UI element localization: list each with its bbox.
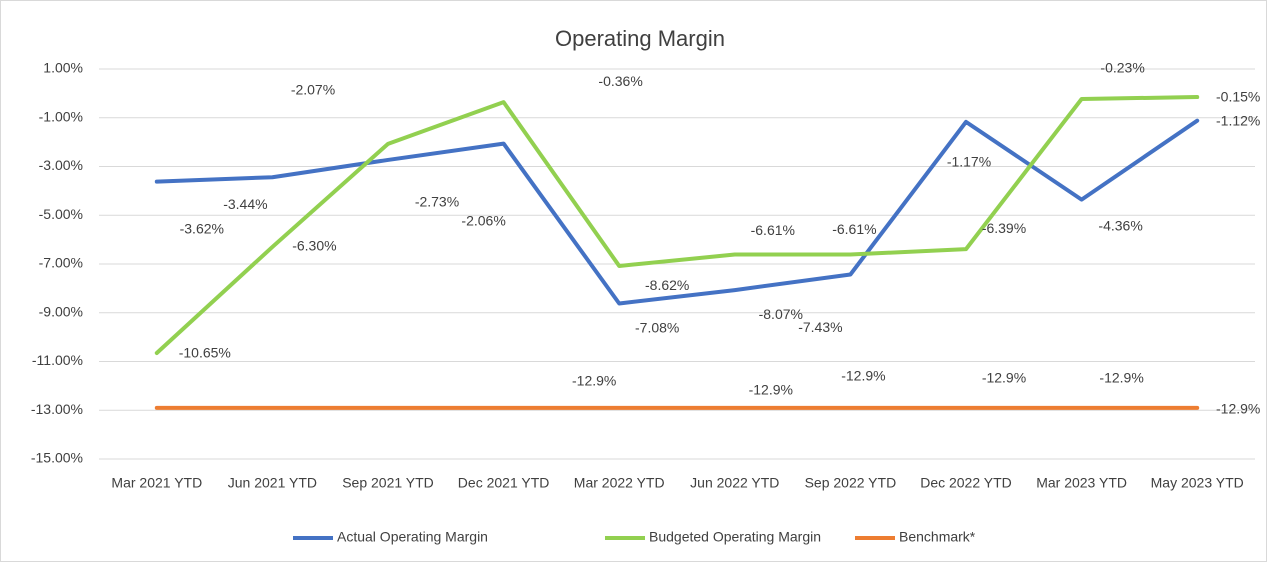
data-label: -10.65% — [179, 345, 231, 361]
y-tick-label: -7.00% — [39, 255, 83, 271]
y-tick-label: 1.00% — [43, 60, 83, 76]
data-label: -6.30% — [292, 238, 336, 254]
data-label: -6.61% — [751, 222, 795, 238]
data-label: -2.73% — [415, 194, 459, 210]
data-label: -8.07% — [759, 306, 803, 322]
legend-label: Budgeted Operating Margin — [649, 529, 821, 545]
y-tick-label: -13.00% — [31, 401, 83, 417]
x-tick-label: Jun 2022 YTD — [690, 475, 779, 491]
y-tick-label: -15.00% — [31, 450, 83, 466]
series-line — [154, 118, 1200, 306]
data-label: -7.08% — [635, 320, 679, 336]
x-tick-label: May 2023 YTD — [1151, 475, 1244, 491]
x-tick-label: Jun 2021 YTD — [228, 475, 317, 491]
x-tick-label: Mar 2023 YTD — [1036, 475, 1127, 491]
legend-label: Actual Operating Margin — [337, 529, 488, 545]
data-label: -0.36% — [598, 73, 642, 89]
data-label: -4.36% — [1098, 217, 1142, 233]
x-tick-label: Dec 2021 YTD — [458, 475, 550, 491]
data-label: -6.39% — [982, 220, 1026, 236]
y-tick-label: -9.00% — [39, 303, 83, 319]
data-label: -2.06% — [461, 212, 505, 228]
data-label: -3.44% — [223, 196, 267, 212]
data-label: -7.43% — [798, 319, 842, 335]
legend-label: Benchmark* — [899, 529, 976, 545]
data-label: -0.15% — [1216, 89, 1260, 105]
series-line — [154, 95, 1200, 355]
y-tick-label: -5.00% — [39, 206, 83, 222]
x-tick-label: Sep 2022 YTD — [805, 475, 897, 491]
data-label: -12.9% — [749, 382, 793, 398]
y-tick-label: -1.00% — [39, 108, 83, 124]
data-label: -8.62% — [645, 277, 689, 293]
x-tick-label: Mar 2022 YTD — [574, 475, 665, 491]
data-label: -12.9% — [982, 370, 1026, 386]
y-tick-label: -11.00% — [32, 352, 83, 368]
data-label: -12.9% — [1099, 370, 1143, 386]
data-label: -3.62% — [180, 220, 224, 236]
data-label: -1.17% — [947, 154, 991, 170]
y-tick-label: -3.00% — [39, 157, 83, 173]
data-label: -12.9% — [572, 373, 616, 389]
data-label: -1.12% — [1216, 112, 1260, 128]
x-tick-label: Sep 2021 YTD — [342, 475, 434, 491]
data-label: -6.61% — [832, 221, 876, 237]
data-label: -2.07% — [291, 82, 335, 98]
data-label: -0.23% — [1100, 60, 1144, 76]
chart-title: Operating Margin — [555, 26, 725, 51]
data-label: -12.9% — [1216, 401, 1260, 417]
data-label: -12.9% — [841, 368, 885, 384]
x-tick-label: Dec 2022 YTD — [920, 475, 1012, 491]
x-tick-label: Mar 2021 YTD — [111, 475, 202, 491]
